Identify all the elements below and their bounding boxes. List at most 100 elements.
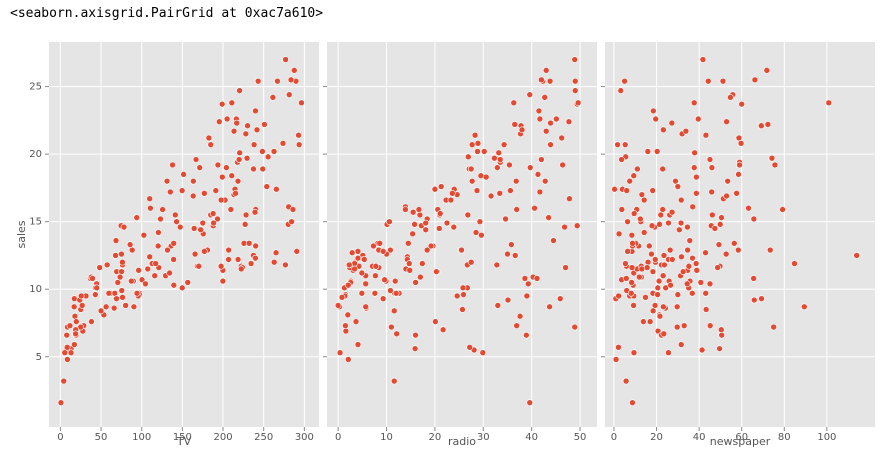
point (648, 222, 656, 230)
point (791, 260, 798, 267)
point (464, 211, 472, 219)
x-axis-label: radio (448, 435, 476, 448)
point (205, 134, 213, 142)
point (626, 177, 634, 185)
point (116, 273, 124, 281)
point (689, 203, 697, 211)
point (97, 307, 105, 315)
point (630, 210, 638, 217)
point (546, 303, 553, 311)
point (228, 99, 236, 107)
point (709, 211, 716, 219)
point (63, 343, 71, 351)
point (621, 77, 628, 85)
point (217, 196, 225, 204)
point (660, 252, 668, 259)
point (77, 292, 85, 300)
point (212, 187, 220, 194)
point (662, 284, 669, 292)
point (274, 77, 281, 85)
point (392, 289, 400, 297)
point (635, 273, 643, 281)
point (649, 307, 657, 315)
point (443, 219, 451, 227)
point (697, 279, 705, 286)
point (763, 67, 771, 74)
point (622, 260, 629, 267)
point (404, 239, 412, 247)
point (250, 165, 257, 173)
point (354, 248, 362, 255)
point (232, 189, 239, 197)
point (345, 261, 353, 269)
point (252, 107, 259, 115)
point (431, 185, 439, 193)
point (638, 265, 646, 273)
point (192, 156, 200, 163)
point (801, 303, 808, 311)
point (419, 260, 426, 267)
point (471, 131, 479, 139)
point (534, 171, 542, 178)
point (628, 279, 635, 286)
point (234, 177, 242, 185)
point (119, 294, 126, 301)
point (439, 326, 447, 334)
point (159, 206, 166, 213)
point (376, 239, 384, 247)
point (223, 115, 231, 123)
point (562, 264, 569, 271)
point (214, 215, 221, 223)
x-tick-label: 50 (574, 432, 587, 443)
point (506, 161, 513, 169)
point (653, 148, 661, 155)
point (494, 164, 501, 171)
x-tick-label: 20 (650, 432, 663, 443)
point (715, 241, 723, 248)
point (711, 225, 719, 232)
point (523, 292, 531, 300)
point (640, 229, 648, 236)
point (120, 223, 128, 231)
x-tick-label: 200 (213, 432, 232, 443)
point (682, 127, 690, 135)
point (118, 287, 126, 294)
point (163, 177, 171, 185)
point (722, 250, 730, 258)
point (491, 154, 498, 162)
point (684, 223, 691, 231)
point (638, 191, 646, 198)
point (630, 302, 637, 309)
point (285, 91, 293, 98)
point (334, 302, 342, 309)
point (133, 214, 141, 221)
point (750, 296, 758, 304)
point (243, 154, 251, 162)
point (770, 323, 777, 331)
point (144, 265, 152, 273)
point (110, 304, 118, 312)
point (151, 272, 159, 280)
point (500, 141, 508, 148)
point (362, 303, 370, 311)
point (706, 322, 714, 329)
point (261, 121, 268, 128)
point (67, 349, 75, 357)
point (690, 164, 698, 171)
point (217, 262, 225, 270)
point (723, 192, 730, 200)
point (254, 77, 262, 85)
point (290, 67, 298, 74)
point (738, 100, 746, 108)
point (541, 94, 549, 101)
point (114, 279, 122, 286)
point (758, 295, 765, 302)
x-axis-label: TV (176, 435, 192, 448)
point (716, 221, 724, 228)
point (435, 225, 443, 232)
point (511, 252, 519, 259)
point (571, 56, 579, 63)
point (630, 172, 638, 180)
point (574, 99, 582, 107)
